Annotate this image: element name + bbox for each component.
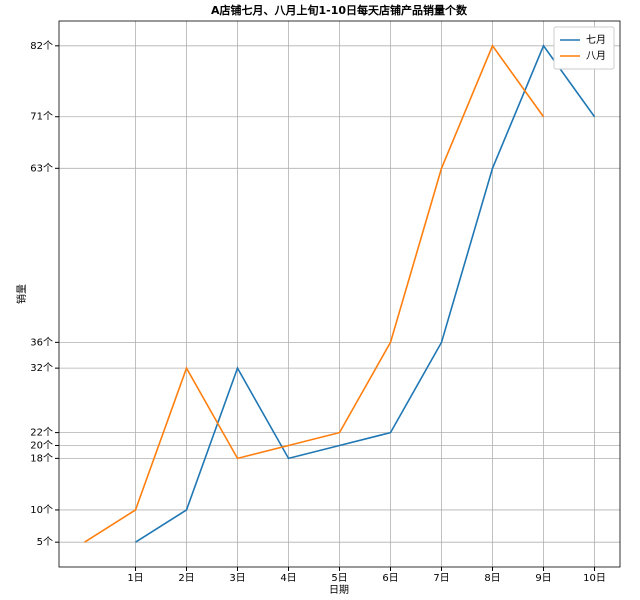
x-tick-label: 1日 [127, 573, 143, 584]
y-tick-label: 63个 [30, 162, 53, 174]
x-tick-label: 3日 [229, 573, 245, 584]
x-tick-label: 9日 [535, 573, 551, 584]
x-tick-label: 4日 [280, 573, 296, 584]
plot-frame [58, 20, 621, 568]
y-tick-label: 22个 [30, 427, 53, 439]
y-tick-label: 36个 [30, 336, 53, 348]
y-tick-label: 20个 [30, 439, 53, 451]
y-tick-label: 18个 [30, 452, 53, 464]
y-tick-label: 82个 [30, 40, 53, 52]
x-tick-label: 6日 [382, 573, 398, 584]
x-axis-label: 日期 [329, 584, 349, 596]
legend-box [553, 26, 615, 70]
chart-title: A店铺七月、八月上旬1-10日每天店铺产品销量个数 [211, 3, 468, 17]
series-line [84, 44, 545, 543]
legend-label: 八月 [586, 50, 606, 62]
x-tick-label: 7日 [433, 573, 449, 584]
series-line [135, 44, 596, 543]
y-tick-label: 10个 [30, 504, 53, 516]
x-tick-label: 2日 [178, 573, 194, 584]
legend-label: 七月 [586, 34, 606, 46]
y-tick-label: 32个 [30, 362, 53, 374]
x-tick-label: 10日 [583, 573, 606, 584]
y-axis-label: 销量 [15, 284, 28, 304]
x-tick-label: 8日 [484, 573, 500, 584]
x-tick-label: 5日 [331, 573, 347, 584]
y-tick-label: 71个 [30, 111, 53, 123]
y-tick-label: 5个 [37, 536, 53, 548]
